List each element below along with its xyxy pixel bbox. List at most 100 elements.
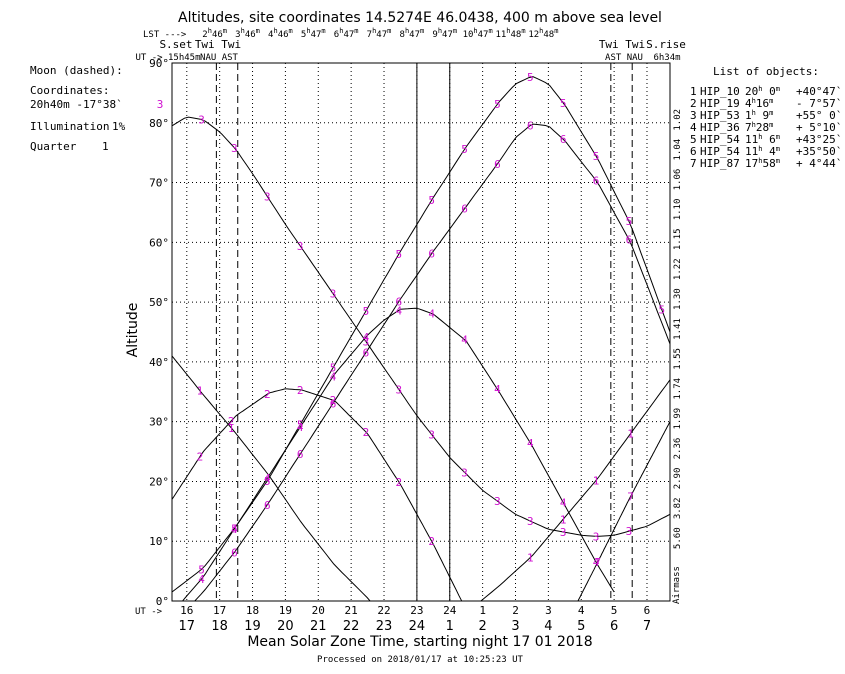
object-id: 2 <box>690 97 697 110</box>
ut-tick: 1 <box>479 604 486 617</box>
object-ra: 11h 4m <box>745 145 780 158</box>
ut-tick: 17 <box>213 604 226 617</box>
moon-illumination-label: Illumination <box>30 120 109 133</box>
series-label-5: 5 <box>626 215 633 228</box>
series-label-5: 5 <box>297 419 304 432</box>
series-label-4: 4 <box>461 334 468 347</box>
moon-coordinates-label: Coordinates: <box>30 84 109 97</box>
twilight-morning-sub: AST NAU <box>605 53 643 63</box>
lst-tick: 3h46m <box>235 27 260 40</box>
series-label-2: 2 <box>330 394 337 407</box>
series-label-6: 6 <box>527 119 534 132</box>
moon-label: Moon (dashed): <box>30 64 123 77</box>
series-label-1: 1 <box>197 385 204 398</box>
object-ra: 7h28m <box>745 121 773 134</box>
airmass-tick: 1.10 <box>673 199 683 221</box>
ut-tick: 19 <box>279 604 292 617</box>
object-entry: 5 HIP_54 11h 6m +43°25` <box>690 133 842 146</box>
series-label-3: 3 <box>560 526 567 539</box>
object-id: 7 <box>690 157 697 170</box>
local-time-tick: 24 <box>409 619 426 634</box>
object-dec: +55° 0` <box>796 109 842 122</box>
series-label-3: 3 <box>494 495 501 508</box>
series-label-6: 6 <box>461 203 468 216</box>
series-label-5: 5 <box>494 98 501 111</box>
y-tick-label: 80° <box>149 117 169 130</box>
airmass-tick: 1.41 <box>673 318 683 340</box>
series-label-3: 3 <box>330 288 337 301</box>
series-label-1: 1 <box>560 513 567 526</box>
object-ra: 11h 6m <box>745 133 780 146</box>
moon-illumination: 1% <box>112 120 126 133</box>
object-dec: - 7°57` <box>796 97 842 110</box>
moon-quarter: 1 <box>102 140 109 153</box>
series-label-6: 6 <box>428 248 435 261</box>
object-dec: + 4°44` <box>796 157 842 170</box>
series-label-4: 4 <box>527 437 534 450</box>
series-label-4: 4 <box>560 496 567 509</box>
local-time-tick: 21 <box>310 619 327 634</box>
series-label-5: 5 <box>264 475 271 488</box>
object-name: HIP_54 <box>700 145 740 158</box>
lst-tick: 8h47m <box>400 27 425 40</box>
ut-prefix: UT -> <box>135 607 163 617</box>
moon-series-label: 3 <box>157 98 164 111</box>
lst-prefix: LST ---> <box>143 30 187 40</box>
airmass-tick: 1.06 <box>673 169 683 191</box>
series-label-5: 5 <box>395 248 402 261</box>
y-tick-label: 0° <box>156 595 169 608</box>
sunset-label: S.set <box>159 38 192 51</box>
object-entry: 1 HIP_10 20h 0m +40°47` <box>690 85 842 98</box>
series-label-7: 7 <box>594 556 601 569</box>
local-time-tick: 3 <box>511 619 519 634</box>
lst-tick: 2h46m <box>202 27 227 40</box>
local-time-tick: 4 <box>544 619 552 634</box>
y-tick-label: 90° <box>149 57 169 70</box>
object-entry: 7 HIP_87 17h58m + 4°44` <box>690 157 842 170</box>
moon-coordinates: 20h40m -17°38` <box>30 98 123 111</box>
object-ra: 17h58m <box>745 157 780 170</box>
object-entry: 2 HIP_19 4h16m - 7°57` <box>690 97 842 110</box>
series-line-5 <box>172 76 670 593</box>
series-label-6: 6 <box>264 499 271 512</box>
y-axis-label: Altitude <box>125 303 141 358</box>
y-tick-label: 60° <box>149 236 169 249</box>
series-label-6: 6 <box>626 233 633 246</box>
local-time-tick: 5 <box>577 619 585 634</box>
series-line-1 <box>172 355 670 601</box>
object-ra: 4h16m <box>745 97 773 110</box>
airmass-tick: 1.04 <box>673 139 683 161</box>
moon-quarter-label: Quarter <box>30 140 77 153</box>
ut-tick: 20 <box>312 604 325 617</box>
series-label-6: 6 <box>560 133 567 146</box>
object-dec: + 5°10` <box>796 121 842 134</box>
ut-tick: 2 <box>512 604 519 617</box>
object-ra: 1h 9m <box>745 109 773 122</box>
series-label-4: 4 <box>363 331 370 344</box>
series-label-5: 5 <box>231 522 238 535</box>
series-line-4 <box>181 307 615 601</box>
local-time-tick: 1 <box>446 619 454 634</box>
y-tick-label: 40° <box>149 356 169 369</box>
local-time-tick: 18 <box>211 619 228 634</box>
x-axis-label: Mean Solar Zone Time, starting night 17 … <box>247 634 592 650</box>
object-id: 3 <box>690 109 697 122</box>
airmass-tick: 3.82 <box>673 497 683 519</box>
ut-tick: 16 <box>180 604 193 617</box>
series-label-3: 3 <box>198 113 205 126</box>
series-label-3: 3 <box>593 530 600 543</box>
airmass-tick: 1.22 <box>673 258 683 280</box>
local-time-tick: 23 <box>376 619 393 634</box>
series-label-7: 7 <box>627 490 634 503</box>
series-label-5: 5 <box>330 362 337 375</box>
series-label-6: 6 <box>395 296 402 309</box>
sunset-time: UT -> 15h45m <box>135 53 200 63</box>
local-time-tick: 2 <box>478 619 486 634</box>
y-tick-label: 20° <box>149 475 169 488</box>
series-label-1: 1 <box>593 474 600 487</box>
series-line-3 <box>172 116 670 537</box>
lst-tick: 9h47m <box>432 27 457 40</box>
plot-frame <box>171 62 671 602</box>
airmass-tick: 2.90 <box>673 468 683 490</box>
